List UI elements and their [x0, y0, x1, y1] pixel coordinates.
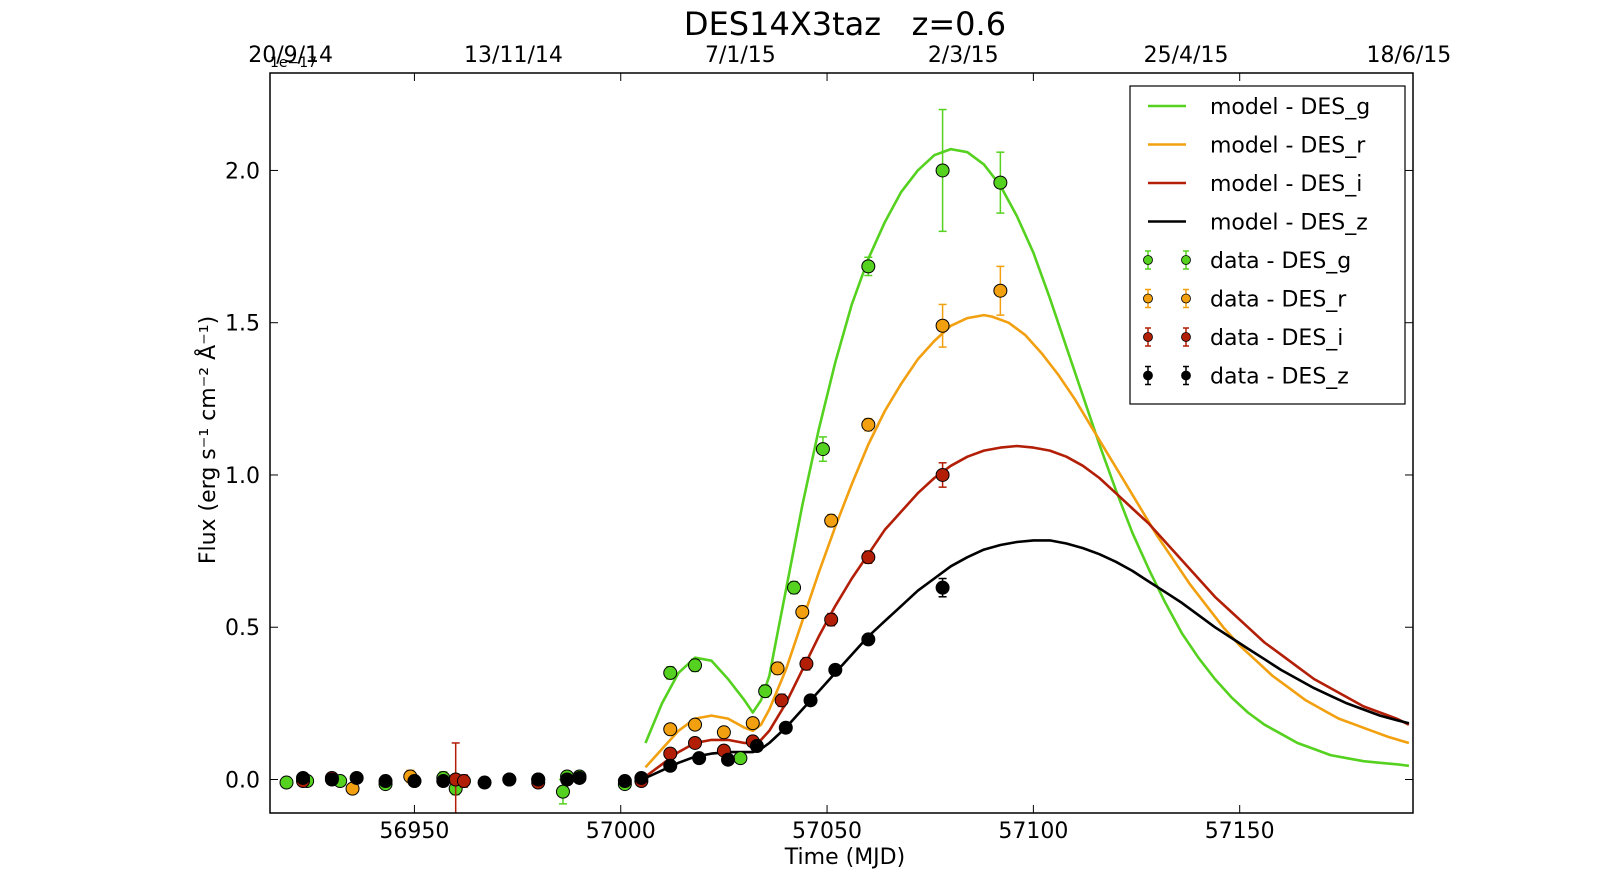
data-point [296, 770, 311, 785]
series-line [644, 313, 1410, 769]
y-tick-label: 0.5 [225, 616, 260, 641]
data-point [799, 656, 814, 671]
legend-marker-swatch [1181, 255, 1191, 265]
data-point [663, 758, 678, 773]
chart-title: DES14X3taz z=0.6 [684, 5, 1006, 43]
legend-marker-swatch [1143, 370, 1153, 381]
x-tick-label: 57050 [792, 819, 862, 844]
plot-frame [269, 72, 1414, 814]
data-point [733, 751, 748, 766]
legend-marker-swatch [1143, 255, 1153, 265]
legend-entry: model - DES_r [1210, 134, 1366, 159]
data-point [861, 550, 876, 565]
y-offset-text: 1e−17 [270, 55, 317, 71]
data-point [663, 746, 678, 761]
top-axis-date-label: 7/1/15 [705, 43, 776, 68]
data-point [770, 661, 785, 676]
legend-marker-swatch [1181, 370, 1191, 381]
data-point [634, 770, 649, 785]
data-point [795, 605, 810, 620]
legend-entry: model - DES_g [1210, 95, 1370, 120]
data-point [824, 612, 839, 627]
data-point [688, 658, 703, 673]
y-tick-label: 1.5 [225, 312, 260, 337]
data-point [617, 774, 632, 789]
data-point [745, 716, 760, 731]
data-point [935, 467, 950, 482]
data-point [758, 684, 773, 699]
y-tick-label: 0.0 [225, 769, 260, 794]
axis-ticks: 56950 57000 57050 57100 57150 0.0 0.5 1.0 1.5 2.0… [225, 43, 1451, 844]
data-point [502, 772, 517, 787]
series-line [644, 444, 1410, 778]
data-point [815, 442, 830, 457]
x-tick-label: 57150 [1205, 819, 1275, 844]
data-point [456, 774, 471, 789]
y-tick-label: 2.0 [225, 159, 260, 184]
data-point [531, 772, 546, 787]
y-tick-label: 1.0 [225, 464, 260, 489]
data-point [935, 318, 950, 333]
plot-area [279, 108, 1410, 813]
data-point [378, 774, 393, 789]
data-point [555, 784, 570, 799]
legend-entry: model - DES_i [1210, 172, 1362, 197]
data-point [935, 580, 950, 595]
data-point [688, 717, 703, 732]
data-point [993, 175, 1008, 190]
data-point [436, 774, 451, 789]
top-axis-date-label: 13/11/14 [464, 43, 563, 68]
legend-entry: data - DES_i [1210, 326, 1343, 351]
data-point [774, 693, 789, 708]
data-point [824, 513, 839, 528]
legend-box [1129, 85, 1406, 405]
legend-entry: model - DES_z [1210, 211, 1368, 236]
legend-entry: data - DES_r [1210, 288, 1347, 313]
data-point [407, 774, 422, 789]
top-axis-date-label: 25/4/15 [1144, 43, 1229, 68]
legend-marker-swatch [1181, 332, 1191, 342]
legend-marker-swatch [1143, 293, 1153, 304]
legend-entry: data - DES_z [1210, 365, 1349, 390]
x-tick-label: 56950 [379, 819, 449, 844]
data-point [324, 772, 339, 787]
data-point [778, 720, 793, 735]
legend-marker-swatch [1143, 332, 1153, 342]
data-point [349, 770, 364, 785]
data-point [861, 259, 876, 274]
data-point [663, 665, 678, 680]
data-point [572, 770, 587, 785]
legend-marker-swatch [1181, 293, 1191, 304]
top-axis-date-label: 18/6/15 [1366, 43, 1451, 68]
data-point [716, 725, 731, 740]
data-point [861, 632, 876, 647]
data-point [692, 751, 707, 766]
x-tick-label: 57000 [586, 819, 656, 844]
legend-entry: data - DES_g [1210, 249, 1351, 274]
data-point [663, 722, 678, 737]
data-point [721, 752, 736, 767]
data-point [861, 417, 876, 432]
top-axis-date-label: 20/9/14 [248, 43, 333, 68]
data-point [560, 772, 575, 787]
data-point [688, 735, 703, 750]
data-point [477, 775, 492, 790]
data-point [803, 693, 818, 708]
data-point [828, 662, 843, 677]
data-point [935, 163, 950, 178]
data-point [749, 739, 764, 754]
x-axis-label: Time (MJD) [784, 845, 905, 870]
data-point [787, 580, 802, 595]
x-tick-label: 57100 [998, 819, 1068, 844]
data-point [279, 775, 294, 790]
top-axis-date-label: 2/3/15 [928, 43, 999, 68]
y-axis-label: Flux (erg s⁻¹ cm⁻² Å⁻¹) [194, 316, 221, 564]
data-point [993, 283, 1008, 298]
